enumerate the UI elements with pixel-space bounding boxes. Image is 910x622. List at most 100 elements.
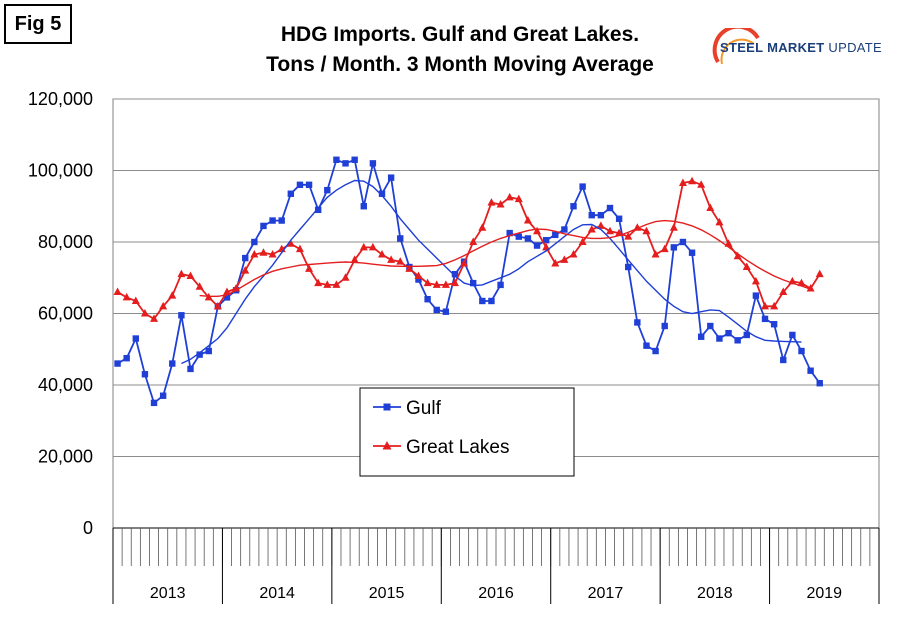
gulf-point	[579, 183, 586, 190]
gulf-point	[561, 226, 568, 233]
great-lakes-point	[378, 250, 387, 258]
great-lakes-point	[359, 242, 368, 251]
gulf-point	[324, 186, 331, 194]
gulf-point	[159, 392, 167, 399]
chart-title-line-2: Tons / Month. 3 Month Moving Average	[266, 53, 654, 76]
steel-market-update-logo: STEEL MARKET UPDATE	[708, 28, 908, 68]
great-lakes-point	[761, 301, 770, 310]
great-lakes-point	[697, 180, 706, 188]
gulf-point	[670, 244, 678, 251]
gulf-point	[287, 190, 295, 197]
year-label: 2016	[478, 585, 514, 602]
gulf-point	[342, 160, 349, 167]
great-lakes-point	[441, 280, 450, 288]
great-lakes-point	[587, 224, 596, 233]
chart-title-line-1: HDG Imports. Gulf and Great Lakes.	[280, 23, 640, 46]
gulf-point	[141, 371, 149, 378]
gulf-point	[488, 297, 495, 305]
gulf-point	[123, 354, 130, 362]
great-lakes-point	[487, 198, 496, 206]
y-tick-label: 20,000	[38, 447, 93, 467]
great-lakes-point	[432, 280, 441, 288]
gulf-point	[251, 238, 258, 246]
gulf-point	[296, 181, 304, 188]
gulf-point	[387, 174, 395, 181]
gulf-point	[725, 329, 732, 337]
great-lakes-point	[350, 255, 359, 263]
gulf-point	[196, 351, 203, 358]
gulf-point	[707, 322, 714, 330]
y-tick-label: 60,000	[38, 304, 93, 324]
gulf-point	[761, 315, 769, 323]
gulf-point	[798, 347, 805, 355]
gulf-point	[415, 276, 422, 283]
great-lakes-point	[642, 226, 651, 235]
great-lakes-point	[742, 262, 751, 271]
gulf-point	[169, 360, 176, 367]
year-label: 2015	[369, 585, 405, 602]
great-lakes-point	[341, 273, 350, 281]
great-lakes-point	[624, 232, 633, 240]
great-lakes-point	[177, 269, 186, 278]
gulf-point	[187, 365, 194, 373]
great-lakes-point	[286, 239, 295, 247]
y-tick-label: 100,000	[28, 161, 93, 181]
gulf-point	[442, 308, 450, 315]
gulf-point	[625, 263, 632, 271]
great-lakes-point	[460, 258, 469, 267]
legend-label: Gulf	[406, 398, 442, 419]
great-lakes-point	[332, 280, 341, 288]
great-lakes-point	[596, 221, 605, 229]
gulf-point	[789, 331, 796, 339]
gulf-point	[314, 206, 322, 214]
gulf-point	[506, 229, 513, 237]
great-lakes-point	[241, 266, 250, 274]
great-lakes-point	[323, 280, 332, 288]
great-lakes-point	[131, 296, 140, 304]
year-label: 2019	[806, 585, 842, 602]
gulf-point	[552, 231, 559, 239]
gulf-point	[643, 342, 650, 349]
gulf-point	[780, 356, 787, 364]
gulf-point	[378, 190, 386, 197]
great-lakes-point	[551, 258, 560, 267]
gulf-point	[634, 319, 641, 326]
logo-swoosh-icon	[712, 28, 760, 65]
gulf-point	[533, 242, 541, 249]
great-lakes-point	[706, 203, 715, 212]
gulf-point	[114, 360, 121, 367]
great-lakes-point	[450, 278, 459, 287]
great-lakes-point	[514, 194, 523, 203]
great-lakes-point	[569, 250, 578, 258]
gulf-point	[606, 204, 614, 212]
great-lakes-point	[496, 199, 505, 208]
great-lakes-point	[678, 178, 687, 187]
y-tick-label: 120,000	[28, 89, 93, 109]
trend-line	[199, 219, 811, 297]
gulf-point	[734, 337, 741, 344]
gulf-point	[223, 294, 231, 301]
great-lakes-point	[651, 250, 660, 258]
gulf-point	[615, 215, 623, 222]
gulf-point	[661, 322, 668, 330]
gulf-point	[770, 321, 778, 328]
gulf-point	[716, 335, 723, 342]
great-lakes-point	[560, 255, 569, 263]
gulf-point	[433, 306, 440, 314]
great-lakes-point	[305, 264, 314, 272]
gulf-point	[743, 331, 750, 339]
y-tick-label: 40,000	[38, 375, 93, 395]
great-lakes-point	[669, 223, 678, 231]
gulf-point	[132, 335, 139, 342]
great-lakes-point	[168, 291, 177, 299]
gulf-point	[588, 211, 595, 219]
gulf-point	[305, 181, 313, 188]
great-lakes-point	[186, 271, 195, 279]
legend-label: Great Lakes	[406, 437, 510, 458]
gulf-point	[470, 279, 477, 287]
great-lakes-point	[815, 269, 824, 278]
year-label: 2018	[697, 585, 733, 602]
logo-text: STEEL MARKET UPDATE	[720, 40, 882, 55]
great-lakes-point	[250, 250, 259, 258]
